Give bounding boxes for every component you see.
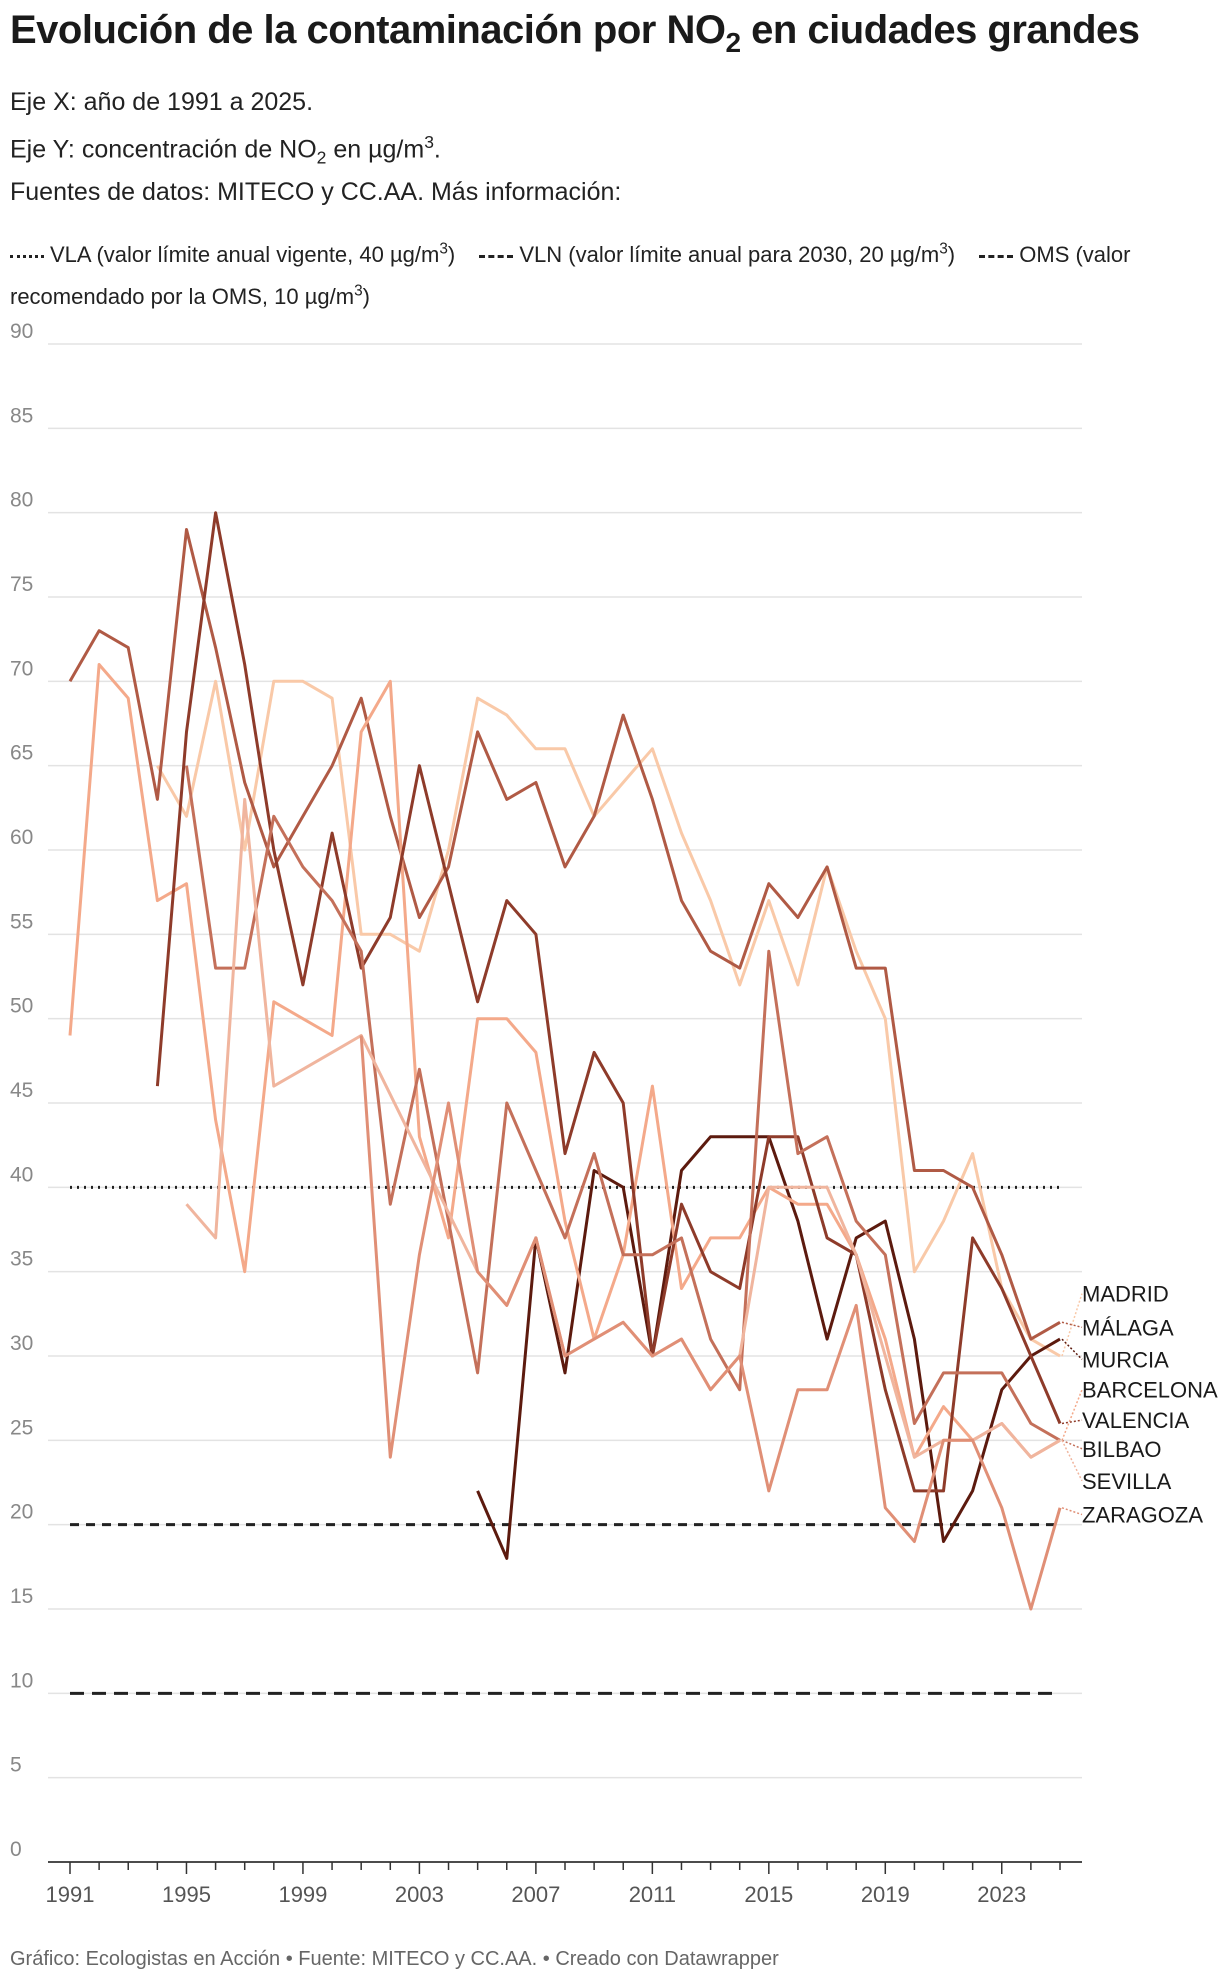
y-tick-label: 65 [10, 742, 33, 765]
label-leader [1061, 1440, 1083, 1482]
y-tick-label: 0 [10, 1838, 22, 1861]
x-tick-label: 1995 [162, 1882, 211, 1907]
series-label-valencia: VALENCIA [1082, 1408, 1190, 1433]
y-tick-label: 55 [10, 910, 33, 933]
y-tick-label: 80 [10, 489, 33, 512]
label-leader [1061, 1338, 1083, 1360]
label-leader [1061, 1321, 1083, 1329]
series-label-madrid: MADRID [1082, 1282, 1169, 1307]
footer-credits: Gráfico: Ecologistas en Acción • Fuente:… [10, 1948, 779, 1970]
y-tick-label: 50 [10, 995, 33, 1018]
series-line-málaga [68, 528, 1061, 1341]
x-tick-label: 2007 [511, 1882, 560, 1907]
chart-title: Evolución de la contaminación por NO2 en… [10, 8, 1140, 58]
x-tick-label: 1991 [46, 1882, 95, 1907]
series-line-barcelona [68, 663, 1061, 1459]
label-leader [1061, 1419, 1083, 1425]
y-tick-label: 35 [10, 1248, 33, 1271]
y-tick-label: 75 [10, 573, 33, 596]
y-tick-label: 5 [10, 1754, 22, 1777]
series-label-murcia: MURCIA [1082, 1347, 1169, 1372]
dashed-line-icon [979, 255, 1014, 259]
legend-item-vln: VLN (valor límite anual para 2030, 20 µg… [479, 241, 955, 267]
dashed-line-icon [479, 255, 514, 259]
series-label-málaga: MÁLAGA [1082, 1315, 1174, 1340]
subtitle-x-axis: Eje X: año de 1991 a 2025. [10, 88, 314, 116]
x-tick-label: 2023 [977, 1882, 1026, 1907]
legend-item-vla: VLA (valor límite anual vigente, 40 µg/m… [10, 241, 455, 267]
y-tick-label: 10 [10, 1669, 33, 1692]
subtitle-sources: Fuentes de datos: MITECO y CC.AA. Más in… [10, 178, 622, 206]
series-line-murcia [476, 1135, 1061, 1560]
y-tick-label: 40 [10, 1163, 33, 1186]
y-tick-label: 30 [10, 1332, 33, 1355]
series-label-barcelona: BARCELONA [1082, 1378, 1218, 1403]
label-leader [1061, 1293, 1083, 1357]
x-tick-label: 1999 [278, 1882, 327, 1907]
y-tick-label: 90 [10, 320, 33, 343]
x-tick-label: 2003 [395, 1882, 444, 1907]
series-label-zaragoza: ZARAGOZA [1082, 1503, 1203, 1528]
series-line-valencia [155, 511, 1062, 1493]
series-label-bilbao: BILBAO [1082, 1437, 1161, 1462]
y-tick-label: 85 [10, 404, 33, 427]
x-tick-label: 2011 [629, 1882, 676, 1907]
legend-item-oms: OMS (valor recomendado por la OMS, 10 µg… [10, 242, 1131, 309]
label-leader [1061, 1507, 1083, 1516]
y-tick-label: 45 [10, 1079, 33, 1102]
label-leader [1061, 1389, 1083, 1441]
y-tick-label: 25 [10, 1416, 33, 1439]
subtitle-y-axis: Eje Y: concentración de NO2 en µg/m3. [10, 132, 441, 168]
x-tick-label: 2019 [861, 1882, 910, 1907]
label-leader [1061, 1439, 1083, 1450]
legend: VLA (valor límite anual vigente, 40 µg/m… [10, 232, 1210, 315]
series-label-sevilla: SEVILLA [1082, 1469, 1172, 1494]
y-tick-label: 20 [10, 1501, 33, 1524]
series-line-zaragoza [359, 1035, 1062, 1611]
y-tick-label: 70 [10, 657, 33, 680]
series-line-bilbao [185, 765, 1061, 1442]
y-tick-label: 15 [10, 1585, 33, 1608]
y-tick-label: 60 [10, 826, 33, 849]
series-line-sevilla [185, 797, 1061, 1459]
dotted-line-icon [10, 255, 44, 259]
series-line-madrid [156, 679, 1061, 1358]
x-tick-label: 2015 [744, 1882, 793, 1907]
